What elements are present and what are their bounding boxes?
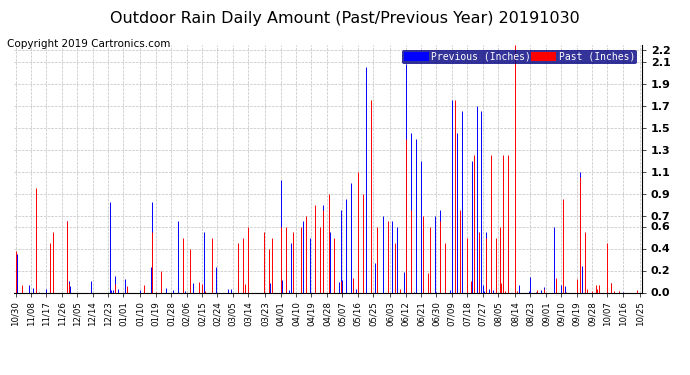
Legend: Previous (Inches), Past (Inches): Previous (Inches), Past (Inches) (402, 50, 637, 64)
Text: Outdoor Rain Daily Amount (Past/Previous Year) 20191030: Outdoor Rain Daily Amount (Past/Previous… (110, 11, 580, 26)
Text: Copyright 2019 Cartronics.com: Copyright 2019 Cartronics.com (7, 39, 170, 50)
